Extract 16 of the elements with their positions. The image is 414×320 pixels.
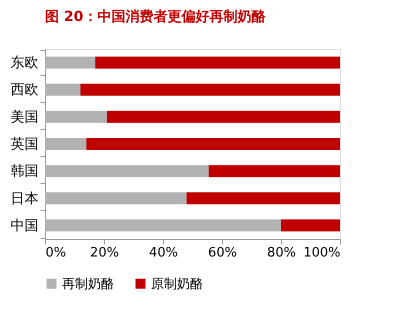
y-tick-label: 英国: [10, 136, 38, 152]
y-tick-label: 中国: [10, 218, 38, 234]
x-tick-label: 40%: [149, 246, 178, 260]
x-tick-label: 20%: [90, 246, 119, 260]
y-tick-label: 美国: [10, 109, 38, 126]
y-tick-label: 东欧: [10, 55, 38, 72]
chart-title: 图 20：中国消费者更偏好再制奶酪: [45, 9, 266, 25]
legend-label: 再制奶酪: [62, 276, 114, 292]
x-tick-label: 0%: [46, 246, 66, 260]
y-tick-label: 日本: [10, 190, 38, 207]
x-tick-label: 100%: [303, 246, 340, 260]
legend-label: 原制奶酪: [151, 276, 203, 292]
y-tick-label: 韩国: [10, 164, 38, 180]
x-tick-label: 80%: [267, 246, 296, 260]
x-tick-label: 60%: [208, 246, 237, 260]
y-tick-label: 西欧: [10, 83, 38, 98]
